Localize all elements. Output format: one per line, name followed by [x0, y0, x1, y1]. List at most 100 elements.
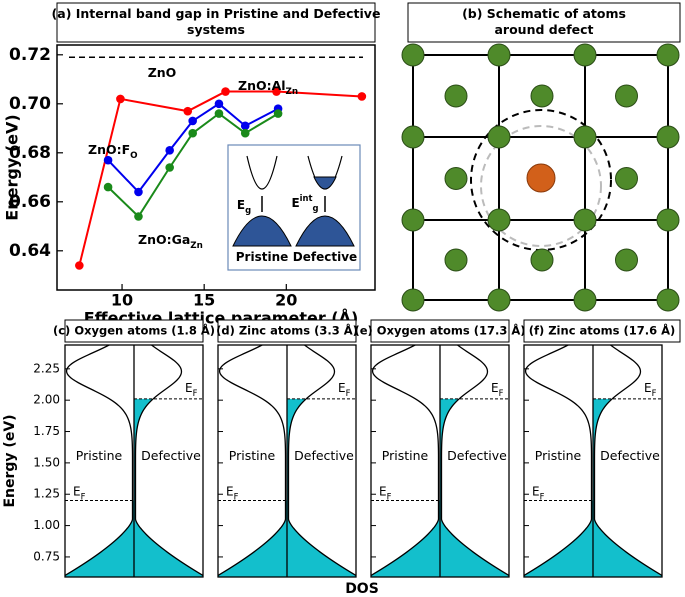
- conduction-band: [246, 155, 278, 190]
- fermi-label: EF: [491, 380, 504, 397]
- occupied-states: [440, 398, 509, 577]
- dos-panel: [371, 345, 509, 577]
- data-point: [221, 87, 230, 96]
- title-box: [407, 2, 681, 43]
- fermi-label: EF: [644, 380, 657, 397]
- series-label-part: Zn: [190, 241, 203, 251]
- side-label: Defective: [447, 448, 507, 463]
- panel-title: (d) Zinc atoms (3.3 Å): [216, 323, 358, 338]
- data-point: [116, 94, 125, 104]
- side-label: Pristine: [76, 448, 123, 463]
- fermi-label-part: F: [540, 491, 545, 501]
- occupied-states: [524, 500, 593, 577]
- title-box: [64, 319, 204, 343]
- fermi-label-part: E: [226, 484, 234, 498]
- occupied-states: [371, 500, 440, 577]
- data-point: [165, 146, 174, 155]
- zinc-atom: [487, 125, 511, 149]
- panel-title: (a) Internal band gap in Pristine and De…: [52, 6, 381, 37]
- fermi-label-part: F: [81, 491, 86, 501]
- fermi-label-part: F: [499, 387, 504, 397]
- panel-title-line: (a) Internal band gap in Pristine and De…: [52, 6, 381, 21]
- fermi-label: EF: [226, 484, 239, 501]
- y-tick-label: 1.75: [33, 424, 60, 438]
- data-point: [214, 99, 224, 109]
- zinc-atom: [573, 208, 597, 232]
- zinc-atom: [487, 288, 511, 312]
- y-tick-label: 0.66: [9, 192, 51, 212]
- series-label-part: ZnO:Al: [238, 78, 286, 93]
- y-tick-label: 0.70: [9, 94, 51, 114]
- occupied-states: [134, 398, 203, 577]
- zinc-atom: [656, 43, 680, 67]
- series-label-part: O: [130, 151, 137, 161]
- x-tick-label: 10: [111, 291, 133, 310]
- y-tick-label: 0.72: [9, 45, 51, 65]
- oxygen-atom: [530, 248, 554, 272]
- oxygen-atom: [444, 84, 468, 108]
- data-point: [103, 182, 113, 192]
- data-point: [103, 155, 113, 165]
- y-tick-label: 1.50: [33, 455, 60, 469]
- zinc-atom: [487, 208, 511, 232]
- reference-label: ZnO: [148, 65, 177, 80]
- oxygen-atom: [615, 167, 638, 190]
- data-point: [188, 116, 197, 126]
- side-label: Pristine: [229, 448, 276, 463]
- neighbor-shell: [480, 125, 602, 247]
- zinc-atom: [573, 43, 597, 67]
- y-tick-label: 0.68: [9, 143, 51, 163]
- y-tick-label: 0.64: [9, 241, 51, 261]
- valence-band: [232, 215, 292, 247]
- series-label-part: ZnO:F: [88, 142, 130, 157]
- fermi-label-part: E: [185, 380, 193, 394]
- fermi-label-part: E: [338, 380, 346, 394]
- defect-atom: [526, 163, 556, 193]
- data-point: [165, 163, 174, 172]
- occupied-states: [593, 398, 662, 577]
- series-label: ZnO:AlZn: [238, 78, 298, 97]
- dos-curve: [524, 345, 593, 577]
- zinc-atom: [656, 208, 680, 232]
- dos-panel: [218, 345, 356, 577]
- inset-label-part: g: [313, 203, 319, 213]
- dos-panel: [524, 345, 662, 577]
- fermi-label-part: F: [346, 387, 351, 397]
- data-point: [357, 92, 367, 101]
- y-axis-label: Energy (eV): [3, 114, 22, 220]
- inset-label-part: E: [237, 198, 245, 212]
- y-tick-label: 2.00: [33, 393, 60, 407]
- dos-panel: [65, 345, 203, 577]
- fermi-label: EF: [379, 484, 392, 501]
- series-label-part: Zn: [286, 87, 299, 97]
- oxygen-atom: [530, 84, 554, 108]
- dos-curve: [218, 345, 287, 577]
- panel-title: (e) Oxygen atoms (17.3 Å): [354, 323, 525, 338]
- panel-title: (f) Zinc atoms (17.6 Å): [529, 323, 676, 338]
- filled-conduction: [313, 176, 337, 190]
- inset-label: Eintg: [291, 193, 318, 213]
- side-label: Defective: [141, 448, 201, 463]
- oxygen-atom: [615, 248, 638, 272]
- zinc-atom: [656, 125, 680, 149]
- fermi-label: EF: [185, 380, 198, 397]
- inset-label-part: g: [245, 205, 251, 215]
- data-point: [272, 87, 281, 96]
- data-point: [273, 109, 283, 118]
- side-label: Pristine: [382, 448, 429, 463]
- dos-curve: [440, 345, 509, 577]
- data-point: [240, 128, 250, 138]
- data-point: [183, 106, 193, 116]
- dos-curve: [287, 345, 356, 577]
- inset-label: Defective: [293, 250, 357, 264]
- fermi-label-part: F: [652, 387, 657, 397]
- occupied-states: [218, 500, 287, 577]
- panel-title: (b) Schematic of atoms around defect: [462, 6, 626, 37]
- x-tick-label: 15: [193, 291, 215, 310]
- fermi-label-part: E: [73, 484, 81, 498]
- inset-label-part: E: [291, 196, 299, 210]
- side-label: Defective: [294, 448, 354, 463]
- inset-label: Pristine: [236, 250, 289, 264]
- side-label: Pristine: [535, 448, 582, 463]
